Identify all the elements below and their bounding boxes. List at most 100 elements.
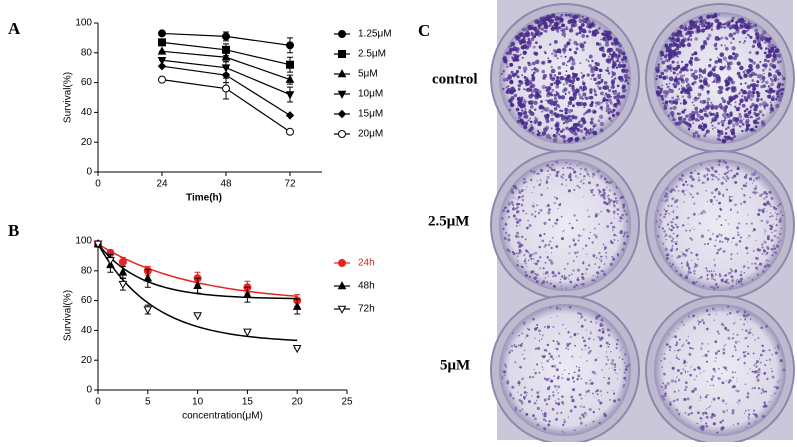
colony xyxy=(539,208,543,212)
colony xyxy=(663,236,666,238)
colony xyxy=(562,23,566,27)
colony xyxy=(574,132,578,136)
colony xyxy=(745,107,749,111)
colony xyxy=(680,116,683,118)
colony xyxy=(661,199,664,202)
colony xyxy=(701,100,706,105)
colony xyxy=(582,247,584,250)
series xyxy=(157,46,295,85)
colony xyxy=(731,371,734,374)
colony xyxy=(677,31,682,36)
colony xyxy=(750,109,752,112)
colony xyxy=(671,245,674,247)
colony xyxy=(550,117,554,122)
colony xyxy=(703,24,706,27)
colony xyxy=(720,427,723,430)
colony xyxy=(578,416,582,420)
colony xyxy=(562,47,567,53)
colony xyxy=(623,376,627,380)
colony xyxy=(663,208,666,211)
colony xyxy=(728,97,734,102)
colony xyxy=(546,99,549,102)
colony xyxy=(656,85,661,90)
colony xyxy=(758,373,760,376)
colony xyxy=(613,392,616,395)
colony xyxy=(746,321,748,323)
y-tick-label: 60 xyxy=(81,77,93,88)
colony xyxy=(522,111,527,116)
colony xyxy=(612,201,614,203)
colony xyxy=(672,226,675,229)
colony xyxy=(674,121,679,126)
colony xyxy=(565,287,567,289)
colony xyxy=(578,123,584,129)
colony xyxy=(585,395,587,397)
colony xyxy=(726,369,728,372)
colony xyxy=(527,119,530,122)
colony xyxy=(528,255,531,258)
colony xyxy=(669,262,671,265)
colony xyxy=(721,241,724,243)
colony xyxy=(716,137,721,141)
colony xyxy=(610,57,614,61)
colony xyxy=(745,222,748,225)
colony xyxy=(742,70,746,74)
colony xyxy=(703,80,708,86)
colony xyxy=(671,237,673,239)
colony xyxy=(695,25,701,30)
colony xyxy=(609,52,612,56)
colony xyxy=(606,186,608,189)
colony xyxy=(588,63,592,68)
colony xyxy=(544,271,548,275)
x-axis-title: concentration(μM) xyxy=(182,411,263,422)
colony xyxy=(505,231,508,235)
colony xyxy=(773,223,775,225)
colony xyxy=(743,323,746,326)
colony xyxy=(755,185,757,187)
colony xyxy=(705,129,710,134)
colony xyxy=(684,365,686,367)
colony xyxy=(764,403,766,406)
colony xyxy=(551,271,555,275)
colony xyxy=(695,280,698,284)
colony xyxy=(600,176,602,179)
colony xyxy=(690,251,693,254)
colony xyxy=(711,277,713,280)
colony xyxy=(687,94,692,99)
colony xyxy=(772,89,776,93)
colony xyxy=(534,417,537,421)
colony xyxy=(509,90,512,93)
colony xyxy=(666,257,669,260)
colony xyxy=(555,131,559,134)
colony xyxy=(578,393,582,397)
colony xyxy=(708,170,711,172)
colony xyxy=(522,66,528,71)
colony xyxy=(573,170,577,174)
colony xyxy=(677,199,679,201)
colony xyxy=(531,61,536,66)
colony xyxy=(672,117,676,122)
colony xyxy=(727,336,731,340)
colony xyxy=(522,100,527,105)
colony xyxy=(657,235,660,238)
colony xyxy=(713,264,717,267)
colony xyxy=(556,75,560,80)
colony xyxy=(538,45,543,49)
colony xyxy=(536,117,539,120)
colony xyxy=(532,78,535,82)
colony xyxy=(721,419,725,422)
colony xyxy=(577,374,581,378)
colony xyxy=(738,340,740,343)
colony xyxy=(751,172,754,176)
colony xyxy=(694,110,699,115)
colony xyxy=(521,195,525,198)
colony xyxy=(714,114,719,119)
colony xyxy=(510,96,515,101)
colony xyxy=(563,43,568,49)
colony xyxy=(604,262,606,264)
colony xyxy=(770,107,774,111)
colony xyxy=(732,376,734,379)
colony xyxy=(680,372,683,375)
colony xyxy=(777,241,780,243)
colony xyxy=(718,173,720,176)
